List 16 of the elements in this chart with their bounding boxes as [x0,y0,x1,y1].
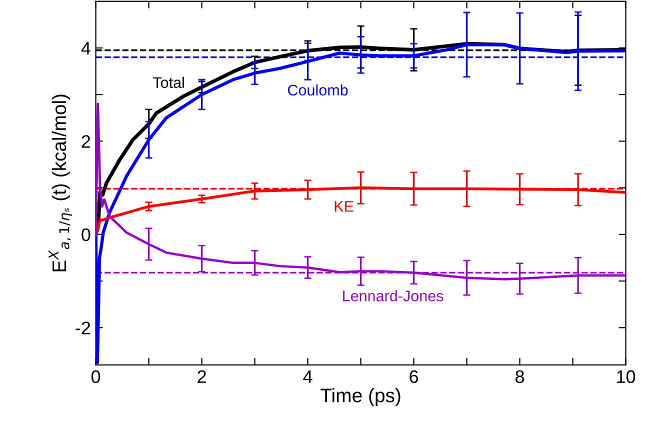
y-axis-title: E$^{X}$$_{a,1/ηₛ}$ (t) (kcal/mol) [48,94,72,272]
series-label: Total [153,76,184,88]
x-axis-title: Time (ps) [320,388,400,406]
y-tick-label: 2 [82,135,90,148]
x-tick-label: 6 [410,370,418,384]
x-tick-label: 0 [91,370,100,384]
y-tick-label: -2 [76,322,90,334]
y-tick-label: 4 [81,42,90,54]
x-tick-label: 4 [303,370,312,383]
x-tick-label: 8 [516,370,524,384]
series-label: Lennard-Jones [343,290,444,302]
series-label: Coulomb [288,84,348,96]
series-label: KE [334,201,354,212]
x-tick-label: 2 [198,370,206,383]
x-tick-label: 10 [617,370,636,384]
y-tick-label: 0 [82,228,90,242]
